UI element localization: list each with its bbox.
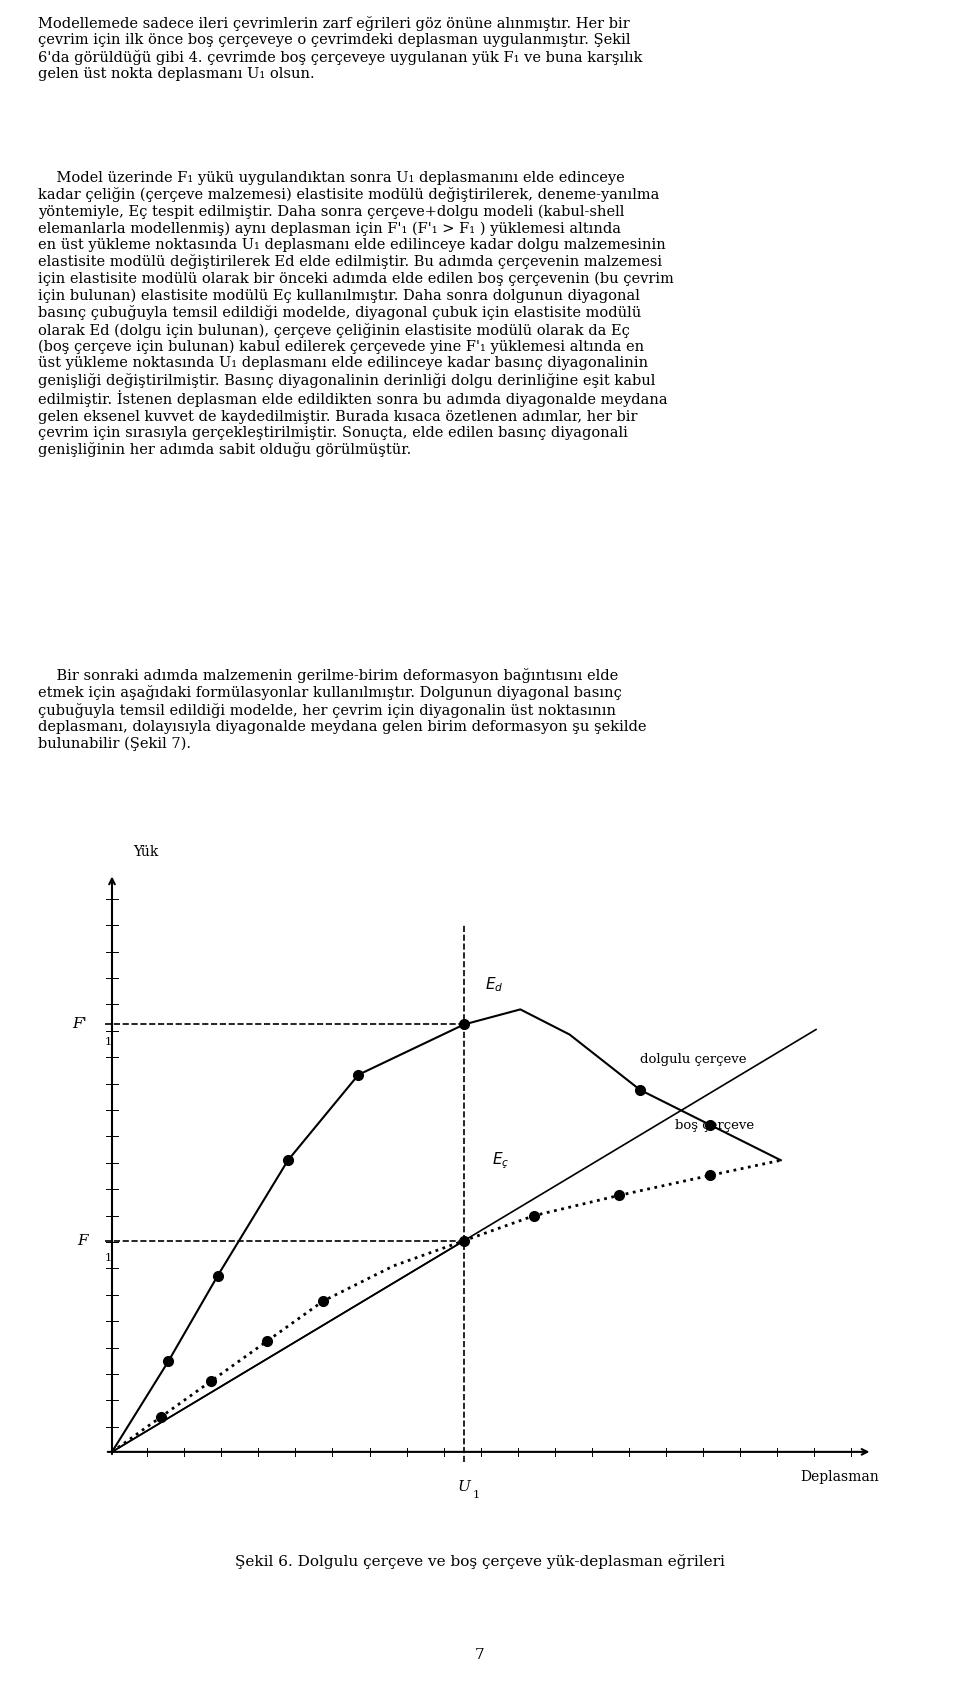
- Text: 7: 7: [475, 1648, 485, 1661]
- Text: 1: 1: [473, 1490, 480, 1500]
- Text: $E_d$: $E_d$: [485, 974, 504, 994]
- Text: dolgulu çerçeve: dolgulu çerçeve: [640, 1054, 747, 1066]
- Text: $E_ç$: $E_ç$: [492, 1151, 510, 1171]
- Text: 1: 1: [105, 1037, 112, 1047]
- Text: boş çerçeve: boş çerçeve: [675, 1118, 755, 1132]
- Text: Deplasman: Deplasman: [801, 1470, 879, 1483]
- Text: Modellemede sadece ileri çevrimlerin zarf eğrileri göz önüne alınmıştır. Her bir: Modellemede sadece ileri çevrimlerin zar…: [38, 17, 643, 81]
- Text: U: U: [458, 1480, 470, 1493]
- Text: F: F: [77, 1234, 87, 1247]
- Text: F': F': [73, 1018, 87, 1032]
- Text: Bir sonraki adımda malzemenin gerilme-birim deformasyon bağıntısını elde
etmek i: Bir sonraki adımda malzemenin gerilme-bi…: [38, 669, 647, 750]
- Text: Şekil 6. Dolgulu çerçeve ve boş çerçeve yük-deplasman eğrileri: Şekil 6. Dolgulu çerçeve ve boş çerçeve …: [235, 1554, 725, 1568]
- Text: Yük: Yük: [133, 845, 158, 859]
- Text: 1: 1: [105, 1254, 112, 1263]
- Text: Model üzerinde F₁ yükü uygulandıktan sonra U₁ deplasmanını elde edinceye
kadar ç: Model üzerinde F₁ yükü uygulandıktan son…: [38, 171, 674, 456]
